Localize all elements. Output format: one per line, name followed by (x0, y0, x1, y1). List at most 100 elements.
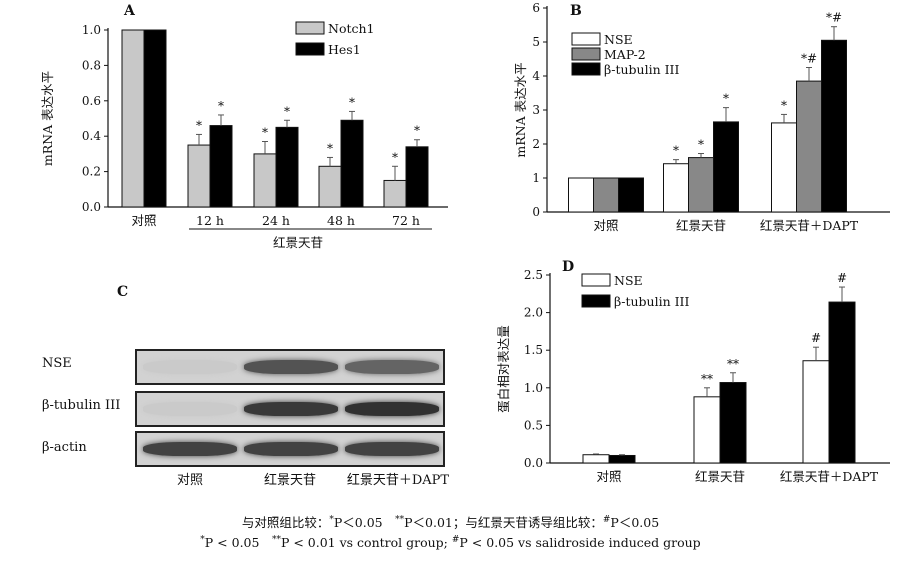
x-tick-label: 48 h (327, 213, 355, 228)
bar-Notch1 (253, 153, 277, 208)
significance-mark: * (723, 92, 729, 106)
panel-letter: B (570, 3, 582, 19)
x-tick-label: 对照 (596, 469, 621, 484)
y-tick-label: 2 (532, 137, 540, 151)
bar-Hes1 (143, 29, 167, 208)
significance-mark: *# (801, 52, 817, 66)
bar-NSE (568, 177, 594, 213)
legend-swatch (571, 32, 601, 46)
bar-Notch1 (318, 165, 342, 208)
legend-entry: Notch1 (328, 21, 375, 36)
panel-letter: D (562, 259, 574, 275)
bar-Hes1 (209, 125, 233, 208)
blot-band (244, 360, 338, 374)
bar-Notch1 (187, 144, 211, 208)
x-tick-label: 12 h (196, 213, 224, 228)
y-tick-label: 4 (532, 69, 540, 83)
significance-mark: * (284, 104, 290, 118)
legend-entry: NSE (614, 273, 643, 288)
blot-row-label: NSE (42, 356, 72, 371)
significance-mark: ** (727, 357, 739, 371)
legend-entry: β-tubulin III (614, 294, 689, 309)
bar-β-tubulin-III (608, 454, 636, 464)
significance-mark: * (349, 95, 355, 109)
x-tick-label: 红景天苷 (695, 469, 745, 484)
x-tick-label: 24 h (262, 213, 290, 228)
y-tick-label: 0.0 (524, 456, 543, 470)
y-tick-label: 5 (532, 35, 540, 49)
bar-MAP-2 (688, 157, 714, 213)
blot-strip (135, 391, 445, 427)
bar-β-tubulin-III (719, 382, 747, 464)
legend-swatch (571, 62, 601, 76)
y-tick-label: 0.0 (82, 200, 101, 214)
y-tick-label: 0.4 (82, 129, 101, 143)
bar-NSE (582, 454, 610, 464)
bar-β-tubulin-III (821, 39, 847, 213)
panel-c-letter: C (117, 284, 129, 300)
blot-band (143, 360, 237, 374)
y-axis-label: 蛋白相对表达量 (496, 325, 511, 413)
blot-lane-label: 对照 (176, 473, 203, 488)
blot-band (143, 442, 237, 456)
significance-mark: * (196, 118, 202, 132)
blot-strip (135, 431, 445, 467)
y-tick-label: 0 (532, 205, 540, 219)
y-tick-label: 0.6 (82, 94, 101, 108)
legend-swatch (571, 47, 601, 61)
x-tick-label: 对照 (131, 213, 156, 228)
y-tick-label: 2.5 (524, 268, 543, 282)
y-tick-label: 0.8 (82, 58, 101, 72)
bar-Hes1 (340, 119, 364, 208)
bar-MAP-2 (796, 80, 822, 213)
x-tick-label: 红景天苷＋DAPT (780, 469, 879, 484)
bar-Notch1 (383, 179, 407, 208)
significance-mark: * (218, 99, 224, 113)
bar-Hes1 (275, 126, 299, 208)
blot-band (345, 442, 439, 456)
bar-Notch1 (121, 29, 145, 208)
y-tick-label: 0.5 (524, 418, 543, 432)
blot-row-label: β-tubulin III (42, 398, 121, 413)
y-axis-label: mRNA 表达水平 (40, 71, 55, 166)
blot-lane-label: 红景天苷 (263, 473, 316, 488)
significance-mark: * (673, 144, 679, 158)
y-tick-label: 1.0 (524, 381, 543, 395)
bar-NSE (693, 396, 721, 464)
significance-mark: * (327, 141, 333, 155)
footnote-chinese: 与对照组比较：*P＜0.05 **P＜0.01；与红景天苷诱导组比较：#P＜0.… (241, 514, 660, 530)
significance-mark: # (811, 331, 821, 345)
blot-band (244, 402, 338, 416)
y-tick-label: 6 (532, 1, 540, 15)
legend-swatch (295, 21, 325, 35)
legend-entry: NSE (604, 32, 633, 47)
bar-NSE (771, 122, 797, 213)
x-tick-label: 72 h (392, 213, 420, 228)
x-tick-label: 对照 (593, 218, 618, 233)
significance-mark: # (837, 271, 847, 285)
bar-β-tubulin-III (828, 301, 856, 464)
legend-swatch (295, 42, 325, 56)
panel-letter: A (123, 3, 136, 19)
significance-mark: * (698, 138, 704, 152)
blot-band (345, 402, 439, 416)
y-tick-label: 2.0 (524, 306, 543, 320)
x-tick-label: 红景天苷 (676, 218, 726, 233)
legend-entry: Hes1 (328, 42, 361, 57)
y-tick-label: 0.2 (82, 165, 101, 179)
y-axis-label: mRNA 表达水平 (513, 62, 528, 157)
blot-band (143, 402, 237, 416)
blot-row-label: β-actin (42, 440, 87, 455)
legend-entry: MAP-2 (604, 47, 646, 62)
significance-mark: *# (826, 11, 842, 25)
significance-mark: ** (701, 372, 713, 386)
significance-mark: * (414, 124, 420, 138)
x-tick-label: 红景天苷＋DAPT (760, 218, 859, 233)
bar-NSE (663, 163, 689, 213)
blot-band (244, 442, 338, 456)
bar-NSE (802, 360, 830, 464)
blot-strip (135, 349, 445, 385)
y-tick-label: 1.5 (524, 343, 543, 357)
significance-mark: * (781, 98, 787, 112)
